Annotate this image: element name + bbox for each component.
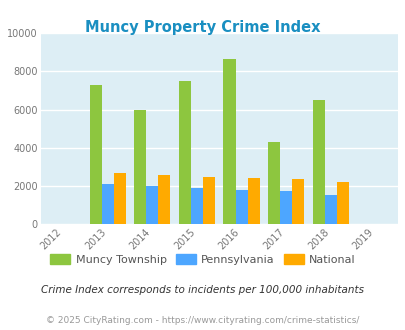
Bar	[134, 110, 146, 224]
Legend: Muncy Township, Pennsylvania, National: Muncy Township, Pennsylvania, National	[46, 250, 359, 269]
Bar	[158, 175, 170, 224]
Bar	[223, 59, 235, 224]
Text: Crime Index corresponds to incidents per 100,000 inhabitants: Crime Index corresponds to incidents per…	[41, 285, 364, 295]
Bar	[267, 142, 279, 224]
Bar	[247, 178, 259, 224]
Bar	[101, 184, 113, 224]
Bar	[279, 191, 292, 224]
Bar	[113, 173, 126, 224]
Text: Muncy Property Crime Index: Muncy Property Crime Index	[85, 20, 320, 35]
Bar	[146, 186, 158, 224]
Bar	[89, 85, 101, 224]
Bar	[336, 182, 348, 224]
Text: © 2025 CityRating.com - https://www.cityrating.com/crime-statistics/: © 2025 CityRating.com - https://www.city…	[46, 315, 359, 325]
Bar	[190, 188, 202, 224]
Bar	[312, 100, 324, 224]
Bar	[292, 180, 304, 224]
Bar	[178, 81, 190, 224]
Bar	[235, 190, 247, 224]
Bar	[202, 177, 215, 224]
Bar	[324, 195, 336, 224]
